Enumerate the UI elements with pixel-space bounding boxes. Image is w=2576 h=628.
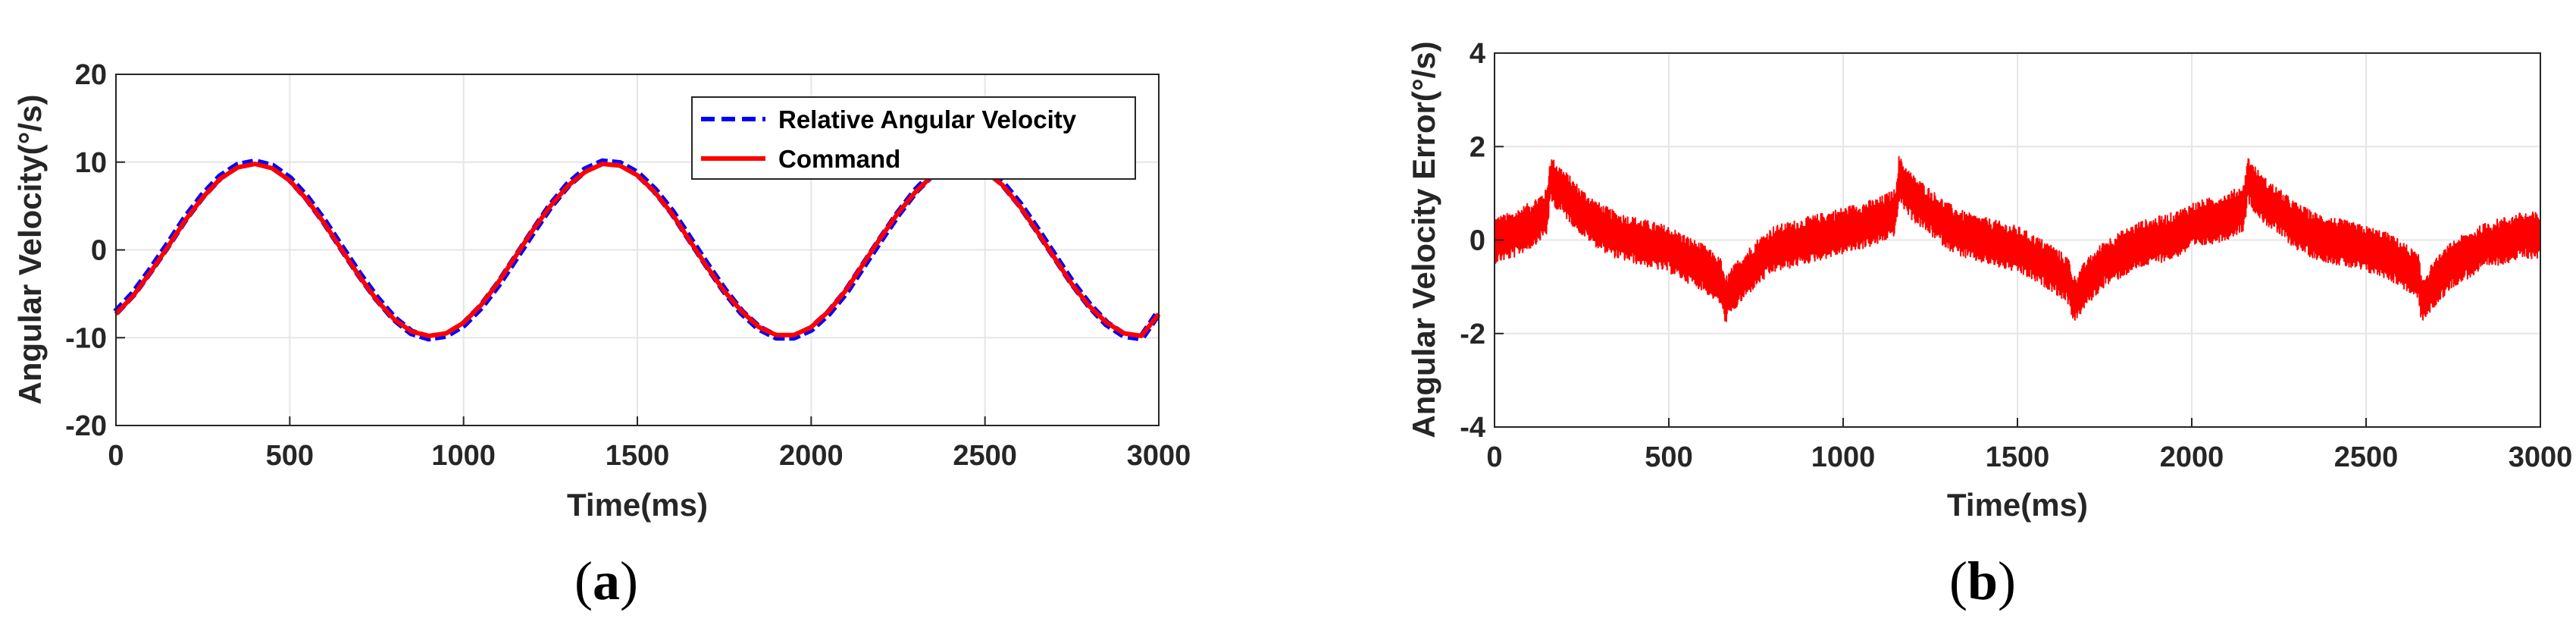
chart-a-x-axis-label: Time(ms) — [567, 487, 708, 523]
chart-b-y-ticks: -4 -2 0 2 4 — [1460, 38, 1504, 444]
chart-a-x-tick-label: 2000 — [779, 440, 844, 472]
chart-b-x-ticks: 0 500 1000 1500 2000 2500 3000 — [1486, 418, 2572, 473]
caption-b-letter: b — [1967, 551, 1998, 611]
chart-b-series-angular-velocity-error — [1494, 155, 2541, 322]
chart-b-x-tick-label: 2500 — [2334, 441, 2399, 473]
legend-label-command: Command — [778, 145, 900, 173]
chart-a-x-ticks: 0 500 1000 1500 2000 2500 3000 — [108, 416, 1191, 472]
chart-b-series — [1494, 155, 2541, 322]
chart-a-y-tick-label: -10 — [65, 322, 107, 354]
chart-a-x-tick-label: 3000 — [1127, 440, 1191, 472]
legend-label-relative-angular-velocity: Relative Angular Velocity — [778, 105, 1077, 133]
chart-b-y-tick-label: 0 — [1470, 225, 1485, 257]
chart-b-x-axis-label: Time(ms) — [1947, 487, 2088, 523]
chart-b-x-tick-label: 2000 — [2160, 441, 2224, 473]
chart-a-x-tick-label: 0 — [108, 440, 124, 472]
chart-a-y-tick-label: 0 — [91, 235, 107, 267]
chart-b-y-tick-label: -2 — [1460, 319, 1485, 350]
chart-a-legend: Relative Angular Velocity Command — [691, 96, 1136, 180]
caption-a-letter: a — [593, 551, 620, 611]
chart-a-x-tick-label: 1500 — [606, 440, 670, 472]
chart-a-x-tick-label: 1000 — [431, 440, 496, 472]
chart-b-x-tick-label: 3000 — [2509, 441, 2573, 473]
chart-b-y-tick-label: -4 — [1460, 412, 1485, 444]
chart-a-legend-box — [691, 96, 1136, 180]
chart-b-y-tick-label: 2 — [1470, 131, 1485, 163]
chart-b-x-tick-label: 500 — [1645, 441, 1692, 473]
chart-a-y-tick-label: 10 — [75, 147, 107, 179]
chart-a-y-ticks: -20 -10 0 10 20 — [65, 59, 125, 442]
chart-b-x-tick-label: 1500 — [1986, 441, 2050, 473]
chart-b-y-axis-label: Angular Velocity Error(°/s) — [1406, 41, 1441, 438]
chart-b-x-tick-label: 1000 — [1811, 441, 1876, 473]
chart-a-y-tick-label: 20 — [75, 59, 107, 91]
chart-a-y-tick-label: -20 — [65, 410, 107, 442]
chart-a-y-axis-label: Angular Velocity(°/s) — [12, 95, 48, 405]
chart-b-y-tick-label: 4 — [1470, 38, 1485, 70]
chart-a-x-tick-label: 500 — [266, 440, 314, 472]
caption-a: (a) — [574, 551, 638, 611]
chart-b-x-tick-label: 0 — [1486, 441, 1502, 473]
chart-a: 0 500 1000 1500 2000 2500 3000 -20 -10 0 10 20 Tim… — [12, 59, 1191, 611]
chart-a-x-tick-label: 2500 — [953, 440, 1017, 472]
chart-b: 0 500 1000 1500 2000 2500 3000 -4 -2 0 2 4 Time(ms… — [1406, 38, 2572, 611]
caption-b: (b) — [1949, 551, 2016, 611]
